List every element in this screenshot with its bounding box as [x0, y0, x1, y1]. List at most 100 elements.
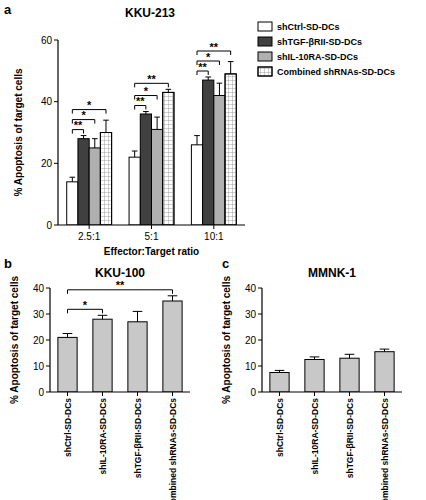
x-tick-label: Combined shRNAs-SD-DCs — [168, 398, 178, 500]
panel-a: aKKU-213% Apoptosis of target cells02040… — [4, 2, 395, 257]
bar — [100, 133, 111, 226]
error-bar — [228, 62, 234, 74]
x-tick-label: shIL-10RA-SD-DCs — [98, 398, 108, 475]
x-tick — [151, 225, 152, 229]
bar — [163, 301, 182, 392]
error-cap — [92, 138, 98, 139]
x-tick-label: 5:1 — [145, 231, 159, 242]
bar — [93, 319, 112, 392]
x-tick-label: shCtrl-SD-DCs — [63, 398, 73, 457]
error-bar — [143, 112, 149, 114]
error-cap — [310, 356, 320, 357]
legend-swatch-hatch — [258, 67, 272, 76]
y-tick-label: 20 — [41, 158, 53, 169]
x-axis — [50, 391, 190, 392]
bar — [89, 148, 100, 225]
error-cap — [228, 61, 234, 62]
legend-swatch — [258, 22, 272, 31]
bar — [214, 96, 225, 226]
bar — [270, 373, 289, 393]
legend-label: shCtrl-SD-DCs — [277, 22, 340, 32]
error-stem — [102, 315, 103, 319]
plot-area — [67, 62, 237, 225]
bar — [140, 114, 151, 225]
bar-hatch — [100, 133, 111, 226]
bar — [152, 129, 163, 225]
x-tick — [172, 392, 173, 396]
error-cap — [63, 333, 73, 334]
error-bar — [70, 177, 76, 182]
error-bar — [133, 311, 143, 321]
error-cap — [217, 83, 223, 84]
error-bar — [217, 83, 223, 95]
x-tick — [102, 392, 103, 396]
y-axis — [49, 288, 50, 392]
x-tick — [314, 392, 315, 396]
x-tick — [213, 225, 214, 229]
error-stem — [349, 354, 350, 358]
error-bar — [194, 136, 200, 145]
y-tick-label: 0 — [38, 387, 44, 398]
plot-area — [58, 296, 182, 392]
error-cap — [205, 77, 211, 78]
error-cap — [70, 177, 76, 178]
error-stem — [172, 296, 173, 301]
y-tick-label: 40 — [245, 283, 257, 294]
bar-hatch — [225, 74, 236, 225]
error-cap — [275, 370, 285, 371]
bar — [129, 157, 140, 225]
significance-label: * — [81, 109, 86, 121]
significance-label: * — [144, 85, 149, 97]
y-axis-label: % Apoptosis of target cells — [9, 276, 20, 404]
error-bar — [205, 77, 211, 80]
figure: aKKU-213% Apoptosis of target cells02040… — [0, 0, 426, 500]
chart-title: MMNK-1 — [308, 266, 356, 280]
error-cap — [132, 151, 138, 152]
legend-swatch — [258, 52, 272, 61]
error-bar — [310, 357, 320, 360]
panel-c: cMMNK-1% Apoptosis of target cells010203… — [221, 256, 402, 500]
x-tick — [89, 225, 90, 229]
error-bar — [81, 136, 87, 139]
legend-label: shIL-10RA-SD-DCs — [277, 52, 358, 62]
significance-label: ** — [210, 41, 219, 53]
y-tick-label: 0 — [250, 387, 256, 398]
error-cap — [81, 135, 87, 136]
error-cap — [166, 89, 172, 90]
error-cap — [380, 349, 390, 350]
error-cap — [98, 315, 108, 316]
error-stem — [219, 83, 220, 95]
error-bar — [103, 120, 109, 132]
x-tick — [384, 392, 385, 396]
panel-letter: b — [4, 256, 12, 271]
chart-title: KKU-100 — [95, 266, 145, 280]
panel-letter: a — [4, 2, 12, 17]
x-tick — [67, 392, 68, 396]
y-tick-label: 0 — [46, 220, 52, 231]
legend-label: shTGF-βRII-SD-DCs — [277, 37, 362, 47]
y-tick-label: 10 — [245, 361, 257, 372]
error-bar — [132, 151, 138, 157]
error-stem — [157, 117, 158, 129]
panel-letter: c — [222, 256, 229, 271]
y-axis — [261, 288, 262, 392]
error-stem — [137, 311, 138, 321]
x-axis-label: Effector:Target ratio — [104, 246, 199, 257]
y-axis-label: % Apoptosis of target cells — [221, 276, 232, 404]
y-tick-label: 10 — [33, 361, 45, 372]
x-tick-label: shTGF-βRII-SD-DCs — [133, 398, 143, 479]
panel-b: bKKU-100% Apoptosis of target cells01020… — [4, 256, 190, 500]
error-cap — [143, 111, 149, 112]
plot-area — [270, 349, 394, 392]
bar — [305, 360, 324, 393]
error-bar — [166, 89, 172, 92]
significance-label: ** — [147, 73, 156, 85]
bar — [128, 322, 147, 392]
bar — [340, 358, 359, 392]
bar-hatch — [163, 92, 174, 225]
error-bar — [345, 354, 355, 358]
error-bar — [380, 349, 390, 352]
error-cap — [168, 295, 178, 296]
y-tick-label: 30 — [245, 309, 257, 320]
y-tick-label: 30 — [33, 309, 45, 320]
